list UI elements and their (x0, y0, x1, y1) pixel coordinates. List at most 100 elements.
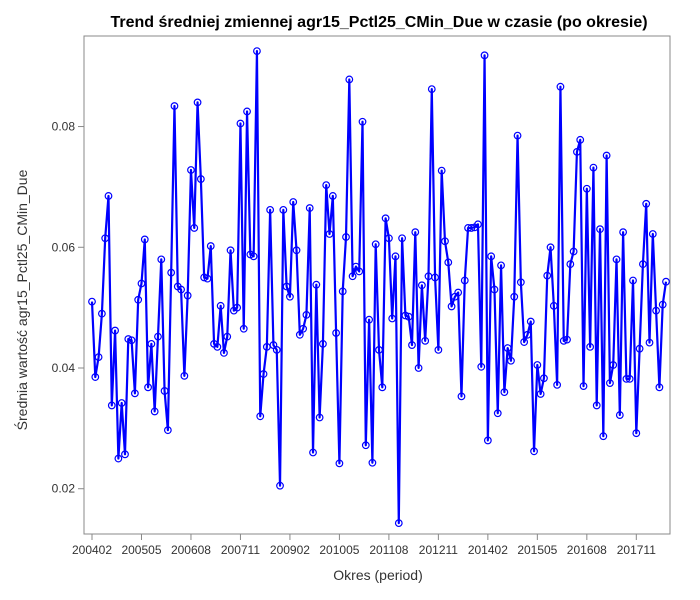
data-point (157, 255, 166, 264)
data-point (411, 228, 420, 237)
data-point (441, 237, 449, 246)
x-tick-label: 201108 (369, 543, 408, 557)
data-point (408, 341, 416, 349)
data-point (553, 381, 562, 389)
y-tick-label: 0.06 (52, 240, 76, 254)
data-point (477, 362, 486, 371)
x-tick-label: 201211 (419, 543, 458, 557)
data-point (563, 335, 571, 344)
data-point (239, 324, 248, 333)
data-point (200, 273, 209, 282)
data-point (546, 243, 555, 252)
data-point (375, 345, 383, 354)
data-point (507, 356, 515, 365)
data-point (220, 349, 228, 357)
x-tick-label: 201505 (517, 543, 557, 557)
data-point (543, 271, 552, 280)
data-point (94, 353, 103, 362)
data-point (226, 246, 235, 255)
data-point (573, 147, 581, 156)
data-point (223, 332, 232, 341)
y-axis-label: Średnia wartość agr15_Pctl25_CMin_Due (13, 169, 30, 430)
data-point (368, 458, 377, 467)
data-point (566, 260, 575, 269)
data-point (635, 344, 644, 353)
data-point (355, 267, 364, 276)
data-point (398, 234, 406, 243)
data-point (140, 235, 149, 244)
series-line (90, 49, 668, 525)
data-point (619, 228, 628, 237)
data-point (117, 399, 126, 407)
data-point (213, 342, 222, 351)
data-point (497, 261, 505, 270)
data-point (167, 268, 176, 277)
plot-frame (83, 35, 671, 535)
data-point (114, 454, 123, 463)
data-point (134, 295, 143, 304)
data-point (642, 199, 651, 208)
x-tick-label: 200505 (121, 543, 161, 557)
x-tick-label: 201711 (617, 543, 656, 557)
data-point (586, 342, 595, 351)
data-point (266, 205, 275, 214)
data-point (361, 441, 370, 450)
data-point (111, 326, 119, 335)
data-point (596, 225, 604, 234)
data-point (460, 276, 469, 285)
data-point (233, 303, 242, 312)
data-point (444, 258, 453, 267)
data-point (658, 300, 667, 309)
data-point (127, 336, 136, 345)
data-point (606, 379, 614, 387)
data-point (365, 315, 374, 324)
data-point (622, 374, 631, 383)
data-point (381, 214, 390, 223)
data-point (513, 131, 522, 140)
y-tick-label: 0.02 (52, 482, 76, 496)
data-point (180, 371, 189, 380)
data-point (549, 301, 558, 310)
data-point (335, 459, 344, 468)
data-point (645, 338, 654, 347)
data-point (312, 280, 321, 289)
data-point (295, 330, 304, 339)
data-point (97, 309, 106, 318)
data-point (576, 135, 585, 144)
data-point (91, 373, 100, 381)
data-point (530, 447, 538, 456)
data-point (342, 233, 350, 241)
data-point (160, 387, 169, 395)
data-point (150, 407, 159, 416)
data-point (315, 413, 324, 422)
data-point (325, 230, 334, 238)
data-point (88, 297, 96, 306)
data-point (394, 519, 403, 528)
data-point (510, 292, 519, 301)
data-point (282, 282, 291, 291)
data-point (625, 374, 634, 383)
data-point (490, 285, 499, 294)
x-axis-label: Okres (period) (333, 567, 422, 583)
data-point (163, 426, 172, 435)
y-axis: 0.02 0.04 0.06 0.08 (52, 120, 84, 496)
data-point (154, 332, 162, 341)
data-point (345, 75, 354, 84)
data-point (391, 252, 400, 261)
data-point (378, 383, 387, 392)
x-tick-label: 200711 (221, 543, 260, 557)
data-point (279, 205, 288, 214)
data-point (632, 429, 641, 438)
data-point (256, 412, 265, 421)
data-point (662, 277, 670, 286)
data-point (417, 281, 426, 290)
data-point (385, 234, 393, 243)
data-point (328, 192, 337, 200)
data-point (401, 311, 410, 320)
data-point (483, 436, 492, 445)
data-point (104, 192, 113, 200)
data-point (431, 273, 439, 282)
data-point (582, 184, 591, 193)
data-point (404, 312, 413, 321)
data-point (648, 230, 657, 238)
